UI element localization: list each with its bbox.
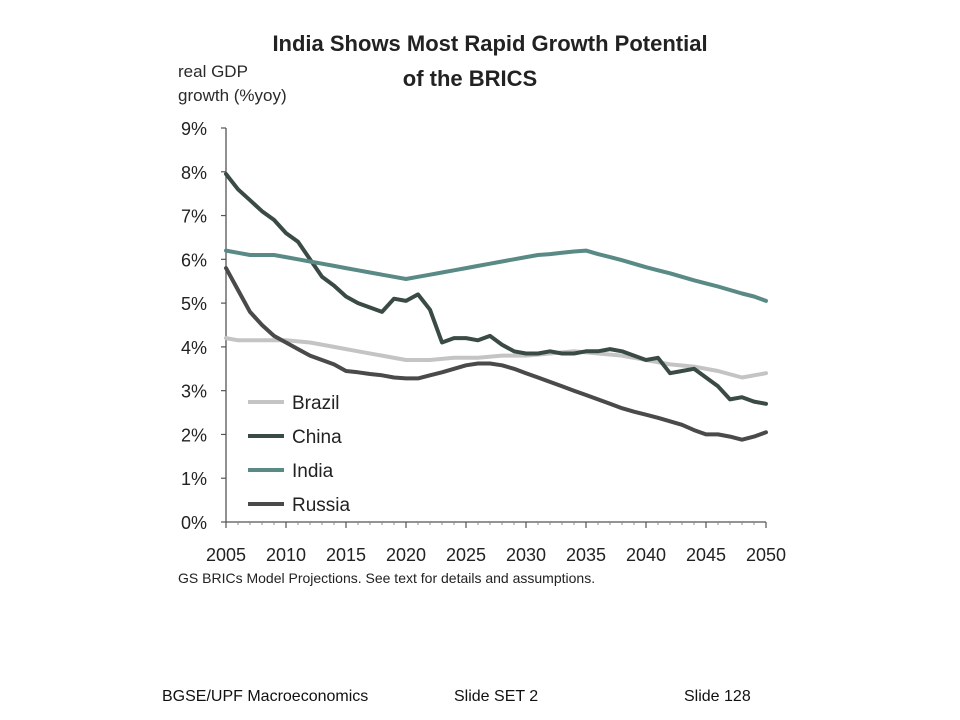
y-tick-label: 6% — [181, 250, 207, 270]
x-tick-label: 2035 — [566, 545, 606, 565]
footer-slide-number: Slide 128 — [684, 688, 751, 705]
y-tick-label: 1% — [181, 469, 207, 489]
legend-label-russia: Russia — [292, 495, 351, 516]
y-tick-label: 5% — [181, 294, 207, 314]
y-tick-label: 3% — [181, 382, 207, 402]
y-tick-label: 4% — [181, 338, 207, 358]
legend-label-brazil: Brazil — [292, 393, 340, 414]
x-tick-label: 2040 — [626, 545, 666, 565]
series-line-brazil — [224, 336, 768, 380]
x-tick-label: 2045 — [686, 545, 726, 565]
y-tick-label: 8% — [181, 163, 207, 183]
legend-label-china: China — [292, 427, 342, 448]
chart-title-line1: India Shows Most Rapid Growth Potential — [272, 31, 708, 56]
footer-slide-set: Slide SET 2 — [454, 688, 539, 705]
y-tick-label: 0% — [181, 513, 207, 533]
chart-title-line2: of the BRICS — [402, 66, 538, 91]
x-tick-label: 2005 — [206, 545, 246, 565]
x-tick-label: 2030 — [506, 545, 546, 565]
source-note: GS BRICs Model Projections. See text for… — [178, 570, 596, 586]
legend-label-india: India — [292, 461, 334, 482]
series-line-china — [224, 172, 768, 406]
series-line-india — [224, 248, 768, 303]
y-tick-label: 9% — [181, 119, 207, 139]
x-tick-label: 2015 — [326, 545, 366, 565]
y-axis-label-line2: growth (%yoy) — [178, 86, 287, 105]
x-tick-label: 2010 — [266, 545, 306, 565]
x-tick-label: 2020 — [386, 545, 426, 565]
x-tick-label: 2025 — [446, 545, 486, 565]
x-tick-label: 2050 — [746, 545, 786, 565]
series-line-russia — [224, 266, 768, 442]
y-tick-label: 2% — [181, 425, 207, 445]
y-axis-label-line1: real GDP — [178, 62, 248, 81]
footer-course: BGSE/UPF Macroeconomics — [162, 688, 369, 705]
y-tick-label: 7% — [181, 207, 207, 227]
